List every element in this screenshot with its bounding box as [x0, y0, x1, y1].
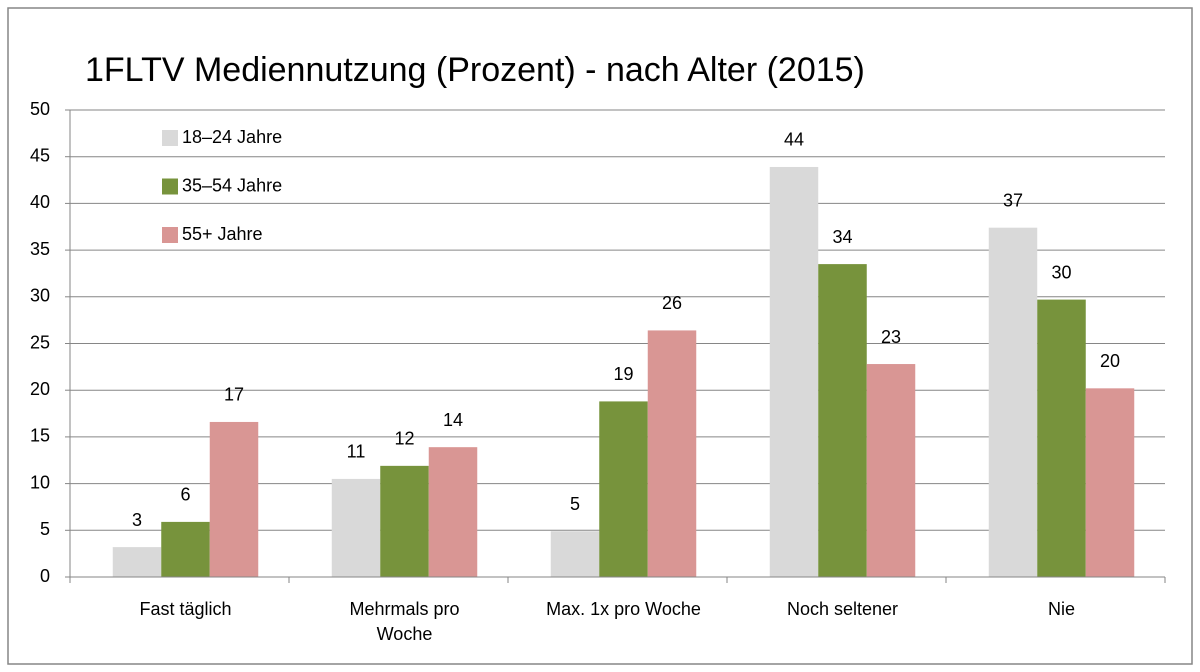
bar [209, 421, 259, 577]
data-label: 6 [180, 485, 190, 505]
data-label: 19 [613, 364, 633, 384]
legend-label: 35–54 Jahre [182, 175, 282, 195]
data-label: 44 [784, 130, 804, 150]
bar [161, 521, 210, 577]
data-label: 14 [443, 410, 463, 430]
data-label: 23 [881, 327, 901, 347]
bar [599, 401, 648, 577]
bar [112, 547, 162, 577]
y-tick-label: 15 [30, 426, 50, 446]
y-tick-label: 20 [30, 379, 50, 399]
x-tick-label: Nie [1047, 599, 1075, 619]
data-label: 30 [1051, 262, 1071, 282]
data-label: 20 [1100, 351, 1120, 371]
data-label: 3 [132, 510, 142, 530]
legend-swatch [162, 178, 178, 195]
bar [647, 330, 697, 577]
bar [380, 465, 429, 577]
legend-swatch [162, 130, 178, 146]
data-label: 34 [832, 227, 852, 247]
y-tick-label: 45 [30, 145, 50, 165]
data-label: 17 [224, 385, 244, 405]
bar [1085, 388, 1135, 577]
bar [428, 447, 478, 577]
y-tick-label: 25 [30, 332, 50, 352]
legend-label: 55+ Jahre [182, 224, 263, 244]
bar [769, 166, 819, 577]
x-tick-label: Fast täglich [139, 599, 232, 619]
bar [550, 531, 600, 577]
x-tick-label: Mehrmals pro Woche [349, 599, 460, 644]
data-label: 5 [570, 494, 580, 514]
y-tick-label: 40 [30, 192, 50, 212]
y-tick-label: 30 [30, 286, 50, 306]
data-label: 11 [347, 442, 366, 462]
bar [988, 227, 1038, 577]
bar [818, 264, 867, 577]
legend-swatch [162, 227, 178, 243]
legend-label: 18–24 Jahre [182, 127, 282, 147]
y-tick-label: 5 [40, 519, 50, 539]
data-label: 26 [662, 293, 682, 313]
x-tick-label: Noch seltener [786, 599, 899, 619]
y-tick-label: 0 [40, 566, 50, 586]
chart-title: 1FLTV Mediennutzung (Prozent) - nach Alt… [85, 51, 865, 89]
y-tick-label: 35 [30, 239, 50, 259]
bar [331, 478, 381, 577]
data-label: 12 [394, 429, 414, 449]
y-tick-label: 10 [30, 472, 50, 492]
data-label: 37 [1003, 190, 1023, 210]
bar [1037, 299, 1086, 577]
y-tick-label: 50 [30, 99, 50, 119]
x-tick-label: Max. 1x pro Woche [546, 599, 701, 619]
bar [866, 364, 916, 577]
